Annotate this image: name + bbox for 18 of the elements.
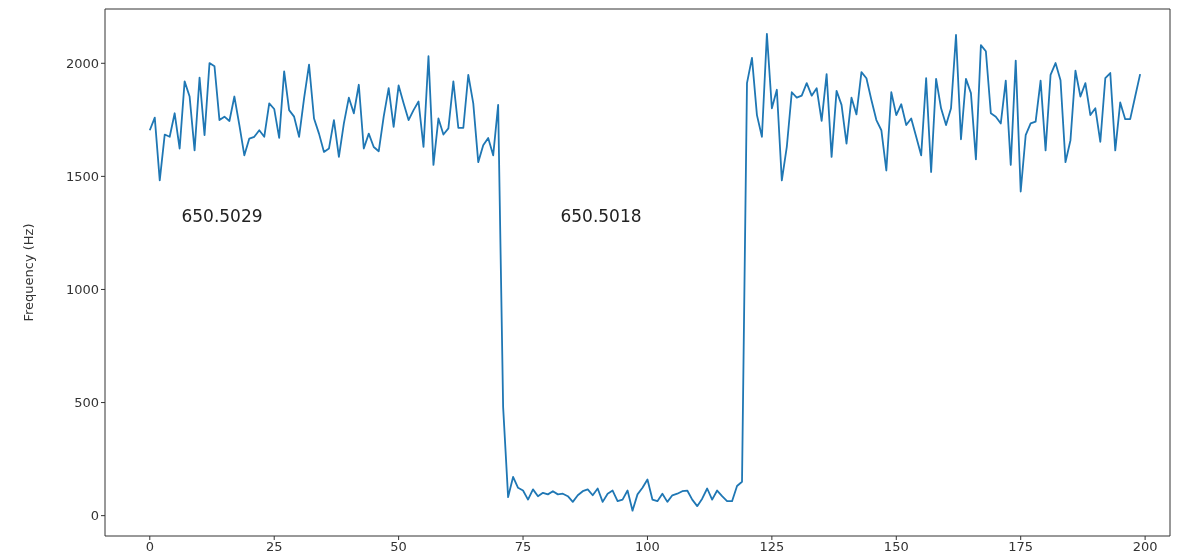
y-tick-label: 0 <box>90 508 99 524</box>
x-tick-label: 25 <box>265 539 283 555</box>
y-tick-label: 2000 <box>65 55 99 71</box>
x-tick-label: 125 <box>759 539 785 555</box>
annotation: 650.5018 <box>560 206 642 226</box>
x-tick-label: 200 <box>1132 539 1158 555</box>
y-tick-label: 1500 <box>65 168 99 184</box>
x-tick-label: 0 <box>145 539 154 555</box>
annotation: 650.5029 <box>181 206 263 226</box>
x-tick-label: 50 <box>390 539 407 555</box>
x-tick-label: 150 <box>883 539 909 555</box>
y-axis-title: Frequency (Hz) <box>20 223 36 322</box>
x-tick-label: 175 <box>1008 539 1034 555</box>
line-series <box>148 32 1142 512</box>
x-tick-label: 100 <box>635 539 660 555</box>
x-tick-label: 75 <box>514 539 532 555</box>
y-tick-label: 1000 <box>65 282 99 298</box>
y-tick-label: 500 <box>74 395 99 411</box>
